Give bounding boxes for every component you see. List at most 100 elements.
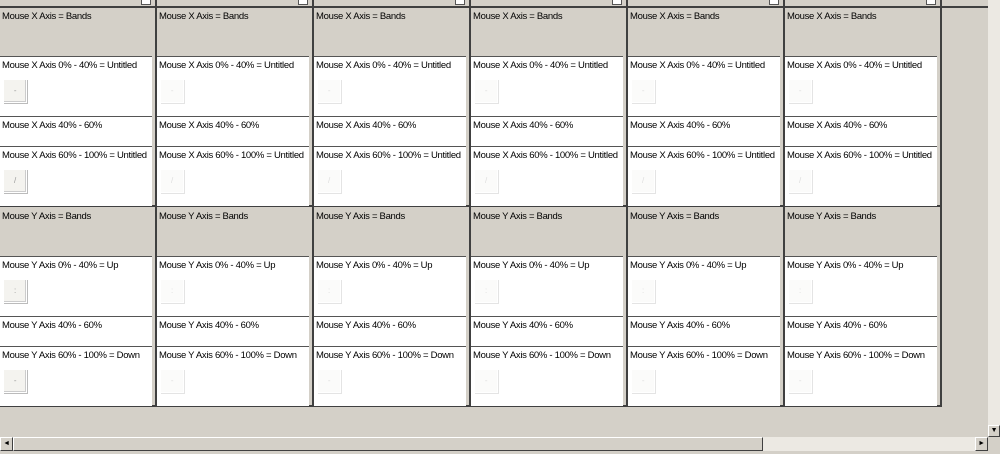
axis-header: Mouse X Axis = Bands: [471, 7, 626, 56]
axis-header: Mouse X Axis = Bands: [314, 7, 469, 56]
band-row[interactable]: Mouse X Axis 0% - 40% = Untitled -: [628, 56, 780, 116]
mapping-column: Mouse X Axis = Bands Mouse X Axis 0% - 40…: [0, 0, 157, 407]
column-toggle-button[interactable]: [926, 0, 936, 5]
key-assign-button[interactable]: -: [317, 79, 341, 103]
axis-section: Mouse Y Axis = Bands Mouse Y Axis 0% - 40…: [785, 207, 940, 407]
band-row[interactable]: Mouse X Axis 40% - 60%: [785, 116, 937, 146]
key-assign-button[interactable]: /: [474, 169, 498, 193]
scroll-right-arrow-icon[interactable]: ►: [975, 437, 988, 451]
axis-header-label: Mouse Y Axis = Bands: [2, 211, 91, 222]
axis-header: Mouse Y Axis = Bands: [314, 207, 469, 256]
key-assign-button[interactable]: /: [631, 169, 655, 193]
column-toggle-button[interactable]: [455, 0, 465, 5]
band-row[interactable]: Mouse Y Axis 40% - 60%: [0, 316, 152, 346]
key-assign-button[interactable]: -: [3, 369, 27, 393]
band-row[interactable]: Mouse X Axis 60% - 100% = Untitled /: [314, 146, 466, 206]
band-row[interactable]: Mouse Y Axis 60% - 100% = Down -: [471, 346, 623, 406]
band-row[interactable]: Mouse Y Axis 40% - 60%: [628, 316, 780, 346]
column-toggle-button[interactable]: [612, 0, 622, 5]
band-row[interactable]: Mouse Y Axis 0% - 40% = Up:: [628, 256, 780, 316]
key-assign-button[interactable]: -: [631, 79, 655, 103]
band-row[interactable]: Mouse X Axis 0% - 40% = Untitled -: [471, 56, 623, 116]
band-row[interactable]: Mouse X Axis 60% - 100% = Untitled /: [628, 146, 780, 206]
key-assign-button[interactable]: /: [788, 169, 812, 193]
band-row[interactable]: Mouse X Axis 40% - 60%: [628, 116, 780, 146]
key-assign-button[interactable]: :: [317, 279, 341, 303]
key-assign-button[interactable]: :: [788, 279, 812, 303]
band-row[interactable]: Mouse X Axis 60% - 100% = Untitled /: [157, 146, 309, 206]
band-row[interactable]: Mouse X Axis 0% - 40% = Untitled -: [0, 56, 152, 116]
band-row[interactable]: Mouse X Axis 60% - 100% = Untitled /: [0, 146, 152, 206]
horizontal-scrollbar[interactable]: ◄ ►: [0, 437, 988, 451]
band-row[interactable]: Mouse X Axis 0% - 40% = Untitled -: [785, 56, 937, 116]
axis-header: Mouse Y Axis = Bands: [471, 207, 626, 256]
band-row[interactable]: Mouse X Axis 0% - 40% = Untitled -: [314, 56, 466, 116]
key-assign-button[interactable]: -: [474, 79, 498, 103]
mapping-column: Mouse X Axis = Bands Mouse X Axis 0% - 40…: [157, 0, 314, 407]
band-row[interactable]: Mouse Y Axis 40% - 60%: [471, 316, 623, 346]
band-label: Mouse X Axis 0% - 40% = Untitled: [316, 60, 451, 71]
band-label: Mouse X Axis 60% - 100% = Untitled: [473, 150, 618, 161]
axis-header: Mouse X Axis = Bands: [157, 7, 312, 56]
band-row[interactable]: Mouse Y Axis 60% - 100% = Down -: [157, 346, 309, 406]
band-row[interactable]: Mouse Y Axis 40% - 60%: [157, 316, 309, 346]
key-assign-button[interactable]: /: [3, 169, 27, 193]
key-assign-button[interactable]: -: [160, 369, 184, 393]
band-label: Mouse Y Axis 0% - 40% = Up: [159, 260, 276, 271]
band-label: Mouse Y Axis 40% - 60%: [473, 320, 573, 331]
scroll-down-arrow-icon[interactable]: ▼: [988, 425, 1000, 437]
band-row[interactable]: Mouse Y Axis 40% - 60%: [785, 316, 937, 346]
band-row[interactable]: Mouse X Axis 40% - 60%: [471, 116, 623, 146]
horizontal-scroll-thumb[interactable]: [13, 437, 763, 451]
key-assign-button[interactable]: :: [160, 279, 184, 303]
axis-section: Mouse Y Axis = Bands Mouse Y Axis 0% - 40…: [0, 207, 155, 407]
band-label: Mouse X Axis 0% - 40% = Untitled: [159, 60, 294, 71]
key-assign-button[interactable]: -: [3, 79, 27, 103]
key-assign-button[interactable]: -: [788, 79, 812, 103]
band-label: Mouse X Axis 40% - 60%: [159, 120, 260, 131]
key-assign-button[interactable]: -: [474, 369, 498, 393]
band-row[interactable]: Mouse X Axis 40% - 60%: [314, 116, 466, 146]
band-row[interactable]: Mouse Y Axis 40% - 60%: [314, 316, 466, 346]
axis-header-label: Mouse Y Axis = Bands: [787, 211, 876, 222]
band-row[interactable]: Mouse X Axis 60% - 100% = Untitled /: [785, 146, 937, 206]
column-toggle-button[interactable]: [141, 0, 151, 5]
key-assign-button[interactable]: :: [631, 279, 655, 303]
key-assign-button[interactable]: /: [317, 169, 341, 193]
axis-section: Mouse X Axis = Bands Mouse X Axis 0% - 40…: [785, 7, 940, 207]
band-row[interactable]: Mouse Y Axis 0% - 40% = Up:: [157, 256, 309, 316]
band-row[interactable]: Mouse Y Axis 60% - 100% = Down -: [628, 346, 780, 406]
column-top-strip: [157, 0, 312, 8]
band-row[interactable]: Mouse X Axis 40% - 60%: [0, 116, 152, 146]
band-row[interactable]: Mouse X Axis 40% - 60%: [157, 116, 309, 146]
band-row[interactable]: Mouse Y Axis 0% - 40% = Up:: [0, 256, 152, 316]
axis-header: Mouse X Axis = Bands: [785, 7, 940, 56]
band-row[interactable]: Mouse Y Axis 0% - 40% = Up:: [785, 256, 937, 316]
band-row[interactable]: Mouse Y Axis 60% - 100% = Down -: [0, 346, 152, 406]
band-label: Mouse Y Axis 0% - 40% = Up: [316, 260, 433, 271]
key-assign-button[interactable]: /: [160, 169, 184, 193]
key-assign-button[interactable]: :: [474, 279, 498, 303]
column-toggle-button[interactable]: [298, 0, 308, 5]
band-label: Mouse X Axis 40% - 60%: [630, 120, 731, 131]
axis-section: Mouse Y Axis = Bands Mouse Y Axis 0% - 40…: [471, 207, 626, 407]
scroll-left-arrow-icon[interactable]: ◄: [0, 437, 13, 451]
key-assign-button[interactable]: -: [788, 369, 812, 393]
band-row[interactable]: Mouse Y Axis 60% - 100% = Down -: [314, 346, 466, 406]
key-assign-button[interactable]: -: [160, 79, 184, 103]
band-row[interactable]: Mouse Y Axis 0% - 40% = Up:: [314, 256, 466, 316]
axis-section: Mouse Y Axis = Bands Mouse Y Axis 0% - 40…: [314, 207, 469, 407]
column-top-strip: [314, 0, 469, 8]
vertical-scrollbar[interactable]: ▼: [988, 0, 1000, 437]
band-row[interactable]: Mouse Y Axis 60% - 100% = Down -: [785, 346, 937, 406]
band-row[interactable]: Mouse Y Axis 0% - 40% = Up:: [471, 256, 623, 316]
band-row[interactable]: Mouse X Axis 60% - 100% = Untitled /: [471, 146, 623, 206]
key-assign-button[interactable]: -: [631, 369, 655, 393]
key-assign-button[interactable]: :: [3, 279, 27, 303]
key-assign-button[interactable]: -: [317, 369, 341, 393]
band-row[interactable]: Mouse X Axis 0% - 40% = Untitled -: [157, 56, 309, 116]
band-label: Mouse X Axis 0% - 40% = Untitled: [2, 60, 137, 71]
column-toggle-button[interactable]: [769, 0, 779, 5]
axis-section: Mouse X Axis = Bands Mouse X Axis 0% - 40…: [314, 7, 469, 207]
axis-header-label: Mouse Y Axis = Bands: [473, 211, 562, 222]
